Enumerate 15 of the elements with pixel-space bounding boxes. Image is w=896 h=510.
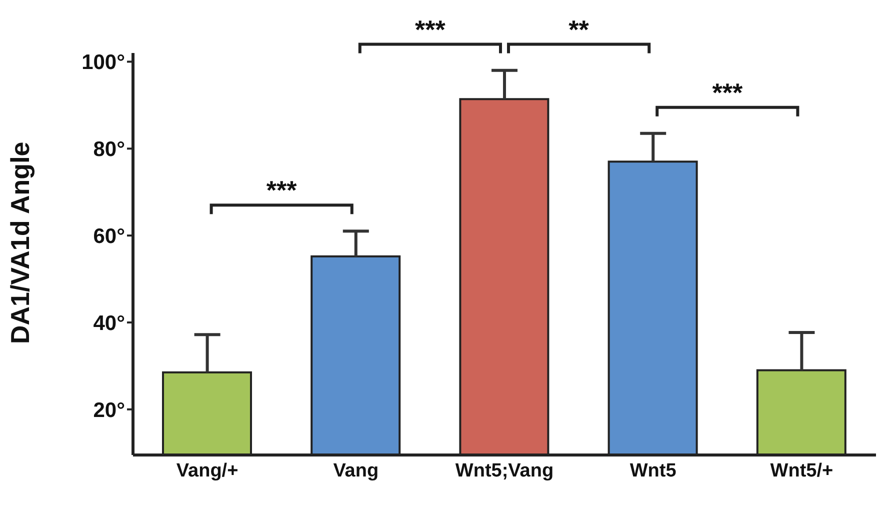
x-tick-label: Vang bbox=[333, 460, 379, 482]
x-tick-label: Vang/+ bbox=[176, 460, 238, 482]
x-tick-label: Wnt5;Vang bbox=[455, 460, 554, 482]
y-tick-label: 80° bbox=[93, 138, 125, 162]
text: *** bbox=[415, 14, 446, 44]
y-tick-label: 20° bbox=[93, 398, 125, 422]
y-axis-title: DA1/VA1d Angle bbox=[5, 142, 36, 344]
y-tick-label: 60° bbox=[93, 224, 125, 248]
y-tick-label: 100° bbox=[82, 51, 125, 74]
annotation: *** bbox=[712, 77, 744, 108]
y-tick-label: 40° bbox=[93, 312, 125, 335]
x-tick-label: Wnt5/+ bbox=[770, 460, 834, 482]
x-tick-label: Wnt5 bbox=[630, 460, 677, 482]
annotation: *** bbox=[266, 175, 298, 206]
text: ** bbox=[568, 14, 590, 44]
